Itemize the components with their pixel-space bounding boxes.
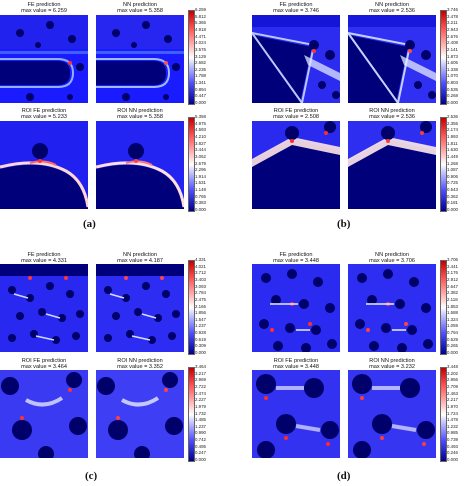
panel-label: (b) xyxy=(337,218,351,230)
panel-d: FE prediction max value = 3.448 NN predi… xyxy=(252,248,474,486)
map-header: NN prediction max value = 2.536 xyxy=(369,2,415,15)
map-header: ROI FE prediction max value = 3.448 xyxy=(273,358,319,371)
map-header: ROI NN prediction max value = 2.536 xyxy=(369,108,415,121)
roi-nn-prediction-map xyxy=(348,370,436,458)
colorbar xyxy=(188,260,195,355)
roi-fe-prediction-map xyxy=(252,121,340,209)
nn-prediction-map xyxy=(96,264,184,352)
map-header: NN prediction max value = 3.706 xyxy=(369,252,415,265)
colorbar xyxy=(188,117,195,212)
panel-label: (d) xyxy=(337,470,351,482)
fe-prediction-map xyxy=(252,264,340,352)
colorbar xyxy=(188,367,195,462)
colorbar xyxy=(440,367,447,462)
map-header: FE prediction max value = 3.746 xyxy=(273,2,319,15)
fe-prediction-map xyxy=(0,264,88,352)
map-header: ROI FE prediction max value = 2.508 xyxy=(273,108,319,121)
roi-nn-prediction-map xyxy=(96,370,184,458)
roi-fe-prediction-map xyxy=(252,370,340,458)
panel-label: (a) xyxy=(83,218,96,230)
panel-label: (c) xyxy=(85,470,98,482)
roi-fe-prediction-map xyxy=(0,121,88,209)
map-header: NN prediction max value = 5.358 xyxy=(117,2,163,15)
nn-prediction-map xyxy=(348,15,436,103)
map-header: FE prediction max value = 6.259 xyxy=(21,2,67,15)
map-header: ROI NN prediction max value = 3.232 xyxy=(369,358,415,371)
nn-prediction-map xyxy=(348,264,436,352)
map-header: ROI NN prediction max value = 3.352 xyxy=(117,358,163,371)
map-header: FE prediction max value = 3.448 xyxy=(273,252,319,265)
roi-fe-prediction-map xyxy=(0,370,88,458)
colorbar xyxy=(440,260,447,355)
map-header: ROI NN prediction max value = 5.358 xyxy=(117,108,163,121)
panel-b: FE prediction max value = 3.746 NN predi… xyxy=(252,0,474,245)
map-header: ROI FE prediction max value = 5.233 xyxy=(21,108,67,121)
roi-nn-prediction-map xyxy=(348,121,436,209)
map-header: NN prediction max value = 4.187 xyxy=(117,252,163,265)
nn-prediction-map xyxy=(96,15,184,103)
roi-nn-prediction-map xyxy=(96,121,184,209)
map-header: ROI FE prediction max value = 3.464 xyxy=(21,358,67,371)
panel-c: FE prediction max value = 4.331 NN predi… xyxy=(0,248,220,486)
colorbar xyxy=(188,10,195,105)
colorbar xyxy=(440,10,447,105)
fe-prediction-map xyxy=(0,15,88,103)
fe-prediction-map xyxy=(252,15,340,103)
colorbar xyxy=(440,117,447,212)
panel-a: FE prediction max value = 6.259 NN predi… xyxy=(0,0,220,245)
map-header: FE prediction max value = 4.331 xyxy=(21,252,67,265)
